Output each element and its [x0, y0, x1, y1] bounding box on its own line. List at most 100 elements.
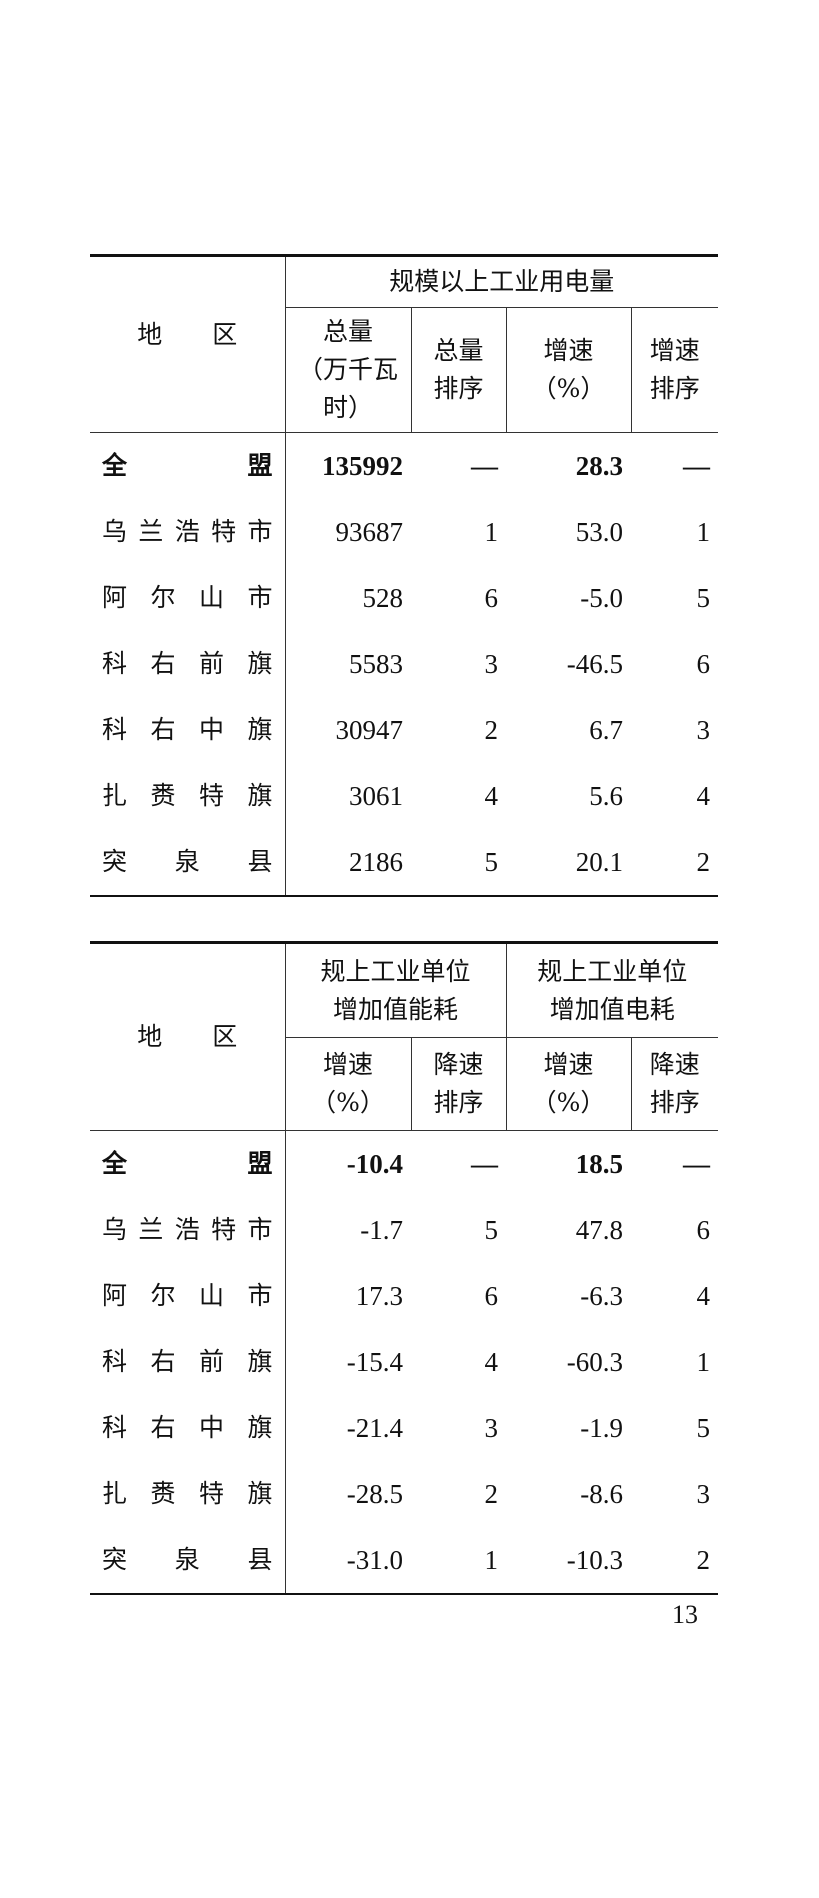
region-cell: 阿尔山市	[102, 583, 273, 612]
region-cell: 乌兰浩特市	[102, 517, 273, 546]
table-row: 突泉县 2186 5 20.1 2	[90, 829, 718, 896]
column-header: 总量 排序	[410, 307, 506, 433]
value-cell: —	[683, 451, 711, 481]
column-header-line: 增速	[543, 336, 594, 366]
value-cell: 4	[696, 781, 711, 811]
value-cell: 2	[696, 847, 711, 877]
value-cell: 1	[696, 1347, 711, 1377]
region-cell: 扎赉特旗	[102, 1479, 273, 1508]
value-cell: 2	[696, 1545, 711, 1575]
column-header-line: 排序	[649, 1088, 700, 1117]
value-cell: 5	[696, 1413, 711, 1443]
value-cell: 1	[484, 1545, 499, 1575]
value-cell: 5.6	[589, 781, 623, 811]
column-header-line: 排序	[433, 374, 484, 404]
value-cell: 5	[696, 583, 711, 613]
value-cell: 528	[284, 565, 411, 631]
region-header: 地 区	[90, 942, 285, 1131]
table-row: 乌兰浩特市 93687 1 53.0 1	[90, 499, 718, 565]
value-cell: -60.3	[566, 1347, 624, 1377]
column-header-line: 总量	[322, 317, 373, 347]
column-header-line: （%）	[531, 1088, 606, 1117]
region-header: 地 区	[90, 255, 285, 433]
group-header-energy: 规上工业单位 增加值能耗	[284, 942, 507, 1038]
energy-consumption-table: 地 区 规上工业单位 增加值能耗 规上工业单位 增加值电耗 增速 （%） 降速 排序 增速 （…	[90, 941, 719, 1595]
table-row: 科右中旗 -21.4 3 -1.9 5	[90, 1395, 718, 1461]
value-cell: -6.3	[580, 1281, 624, 1311]
page-number: 13	[672, 1600, 698, 1629]
value-cell: -31.0	[284, 1527, 411, 1594]
value-cell: 3	[696, 1479, 711, 1509]
group-header-line: 增加值电耗	[549, 994, 675, 1024]
value-cell: —	[683, 1149, 711, 1179]
column-header-line: （%）	[531, 374, 606, 404]
value-cell: 3	[484, 1413, 499, 1443]
value-cell: 135992	[284, 432, 411, 499]
value-cell: 2	[484, 1479, 499, 1509]
region-cell: 乌兰浩特市	[102, 1215, 273, 1244]
region-cell: 科右中旗	[102, 1413, 273, 1442]
value-cell: 5583	[284, 631, 411, 697]
value-cell: 4	[484, 1347, 499, 1377]
value-cell: 6	[696, 1215, 711, 1245]
value-cell: -46.5	[566, 649, 623, 679]
value-cell: -10.4	[284, 1130, 411, 1197]
table-row: 阿尔山市 528 6 -5.0 5	[90, 565, 718, 631]
value-cell: 3	[696, 715, 711, 745]
region-cell: 全盟	[102, 451, 273, 480]
value-cell: 3	[484, 649, 499, 679]
value-cell: -28.5	[284, 1461, 411, 1527]
value-cell: 47.8	[575, 1215, 624, 1245]
column-header: 降速 排序	[410, 1037, 507, 1131]
value-cell: -5.0	[580, 583, 623, 613]
column-header-line: 增速	[322, 1050, 373, 1079]
table-row: 科右前旗 -15.4 4 -60.3 1	[90, 1329, 718, 1395]
region-cell: 阿尔山市	[102, 1281, 273, 1310]
column-header-line: 降速	[649, 1050, 700, 1079]
group-header-electricity: 规上工业单位 增加值电耗	[505, 942, 719, 1038]
region-cell: 突泉县	[102, 1545, 273, 1574]
region-cell: 扎赉特旗	[102, 781, 273, 810]
column-header: 增速 （%）	[505, 307, 631, 433]
value-cell: 1	[696, 517, 711, 547]
column-header-line: 排序	[433, 1088, 484, 1117]
table-row: 科右前旗 5583 3 -46.5 6	[90, 631, 718, 697]
value-cell: -1.9	[580, 1413, 624, 1443]
column-header: 增速 （%）	[284, 1037, 411, 1131]
group-header-line: 规上工业单位	[320, 956, 471, 986]
column-header: 增速 排序	[630, 307, 719, 433]
value-cell: 18.5	[575, 1149, 624, 1179]
table-row: 扎赉特旗 3061 4 5.6 4	[90, 763, 718, 829]
column-header-line: 增速	[649, 336, 700, 366]
region-cell: 全盟	[102, 1149, 273, 1178]
column-header-line: （万千瓦时）	[297, 355, 398, 423]
region-cell: 科右中旗	[102, 715, 273, 744]
value-cell: —	[471, 451, 498, 481]
value-cell: 4	[484, 781, 499, 811]
column-header: 总量 （万千瓦时）	[284, 307, 411, 433]
electricity-consumption-table: 地 区 规模以上工业用电量 总量 （万千瓦时） 总量 排序 增速 （%） 增速 排序 全盟 13…	[90, 254, 719, 897]
value-cell: -21.4	[284, 1395, 411, 1461]
value-cell: 6	[696, 649, 711, 679]
value-cell: 20.1	[575, 847, 623, 877]
value-cell: 17.3	[284, 1263, 411, 1329]
region-cell: 突泉县	[102, 847, 273, 876]
column-header-line: 排序	[649, 374, 700, 404]
group-header-line: 规上工业单位	[537, 956, 688, 986]
column-header-line: 降速	[433, 1050, 484, 1079]
table-row: 阿尔山市 17.3 6 -6.3 4	[90, 1263, 718, 1329]
group-header-line: 增加值能耗	[333, 994, 459, 1024]
value-cell: 2186	[284, 829, 411, 896]
value-cell: 6	[484, 1281, 499, 1311]
value-cell: -8.6	[580, 1479, 624, 1509]
table-row: 全盟 -10.4 — 18.5 —	[90, 1130, 718, 1197]
table-row: 扎赉特旗 -28.5 2 -8.6 3	[90, 1461, 718, 1527]
table-row: 科右中旗 30947 2 6.7 3	[90, 697, 718, 763]
value-cell: 4	[696, 1281, 711, 1311]
value-cell: —	[471, 1149, 499, 1179]
table-row: 乌兰浩特市 -1.7 5 47.8 6	[90, 1197, 718, 1263]
value-cell: 30947	[284, 697, 411, 763]
value-cell: -10.3	[566, 1545, 624, 1575]
table-row: 突泉县 -31.0 1 -10.3 2	[90, 1527, 718, 1594]
column-header: 降速 排序	[630, 1037, 719, 1131]
